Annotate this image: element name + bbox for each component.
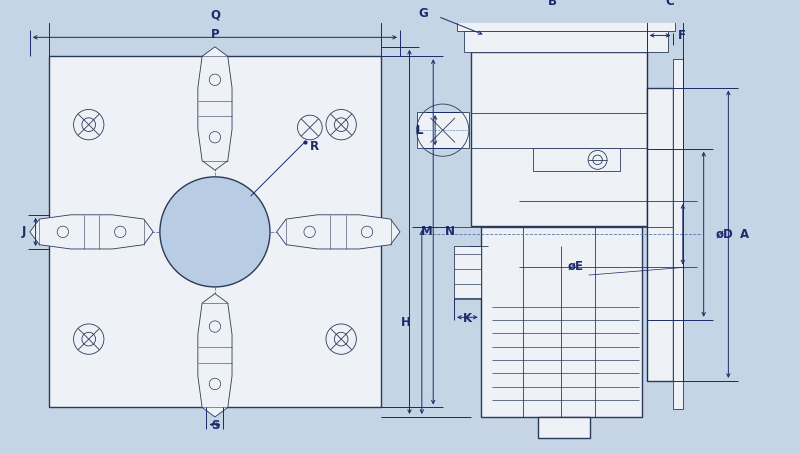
Bar [471, 52, 646, 226]
Text: L: L [416, 124, 424, 137]
Circle shape [334, 333, 348, 346]
Bar [206, 56, 223, 85]
Polygon shape [30, 215, 154, 249]
Circle shape [593, 155, 602, 164]
Circle shape [588, 150, 607, 169]
Bar [454, 246, 481, 299]
Bar [533, 149, 621, 171]
Text: J: J [22, 226, 26, 238]
Text: R: R [310, 140, 319, 153]
Text: M: M [421, 226, 433, 238]
Circle shape [326, 324, 356, 354]
Circle shape [74, 110, 104, 140]
Bar [481, 227, 642, 417]
Circle shape [362, 226, 373, 237]
Circle shape [82, 118, 95, 131]
Polygon shape [198, 47, 232, 170]
Text: H: H [401, 316, 410, 328]
Bar [538, 417, 590, 438]
Circle shape [326, 110, 356, 140]
Text: K: K [463, 312, 472, 325]
Text: S: S [210, 419, 219, 432]
Bar [206, 379, 223, 407]
Circle shape [210, 378, 221, 390]
Circle shape [82, 333, 95, 346]
Circle shape [298, 115, 322, 140]
Text: N: N [445, 226, 454, 238]
Text: P: P [210, 28, 219, 41]
Polygon shape [198, 294, 232, 417]
Text: B: B [548, 0, 558, 8]
Circle shape [160, 177, 270, 287]
Text: A: A [740, 228, 749, 241]
Bar [463, 31, 668, 52]
Circle shape [210, 131, 221, 143]
Text: øE: øE [568, 259, 584, 272]
Text: F: F [678, 29, 686, 42]
Bar [674, 59, 683, 410]
Bar [417, 112, 469, 148]
Circle shape [57, 226, 69, 237]
Text: øD: øD [715, 228, 733, 241]
Circle shape [210, 74, 221, 86]
Text: Q: Q [210, 9, 220, 22]
Bar [49, 56, 381, 407]
Text: G: G [419, 7, 429, 20]
Bar [646, 87, 674, 381]
Circle shape [334, 118, 348, 131]
Bar [457, 14, 675, 31]
Text: C: C [665, 0, 674, 8]
Circle shape [210, 321, 221, 332]
Circle shape [114, 226, 126, 237]
Circle shape [74, 324, 104, 354]
Polygon shape [277, 215, 400, 249]
Circle shape [304, 226, 315, 237]
